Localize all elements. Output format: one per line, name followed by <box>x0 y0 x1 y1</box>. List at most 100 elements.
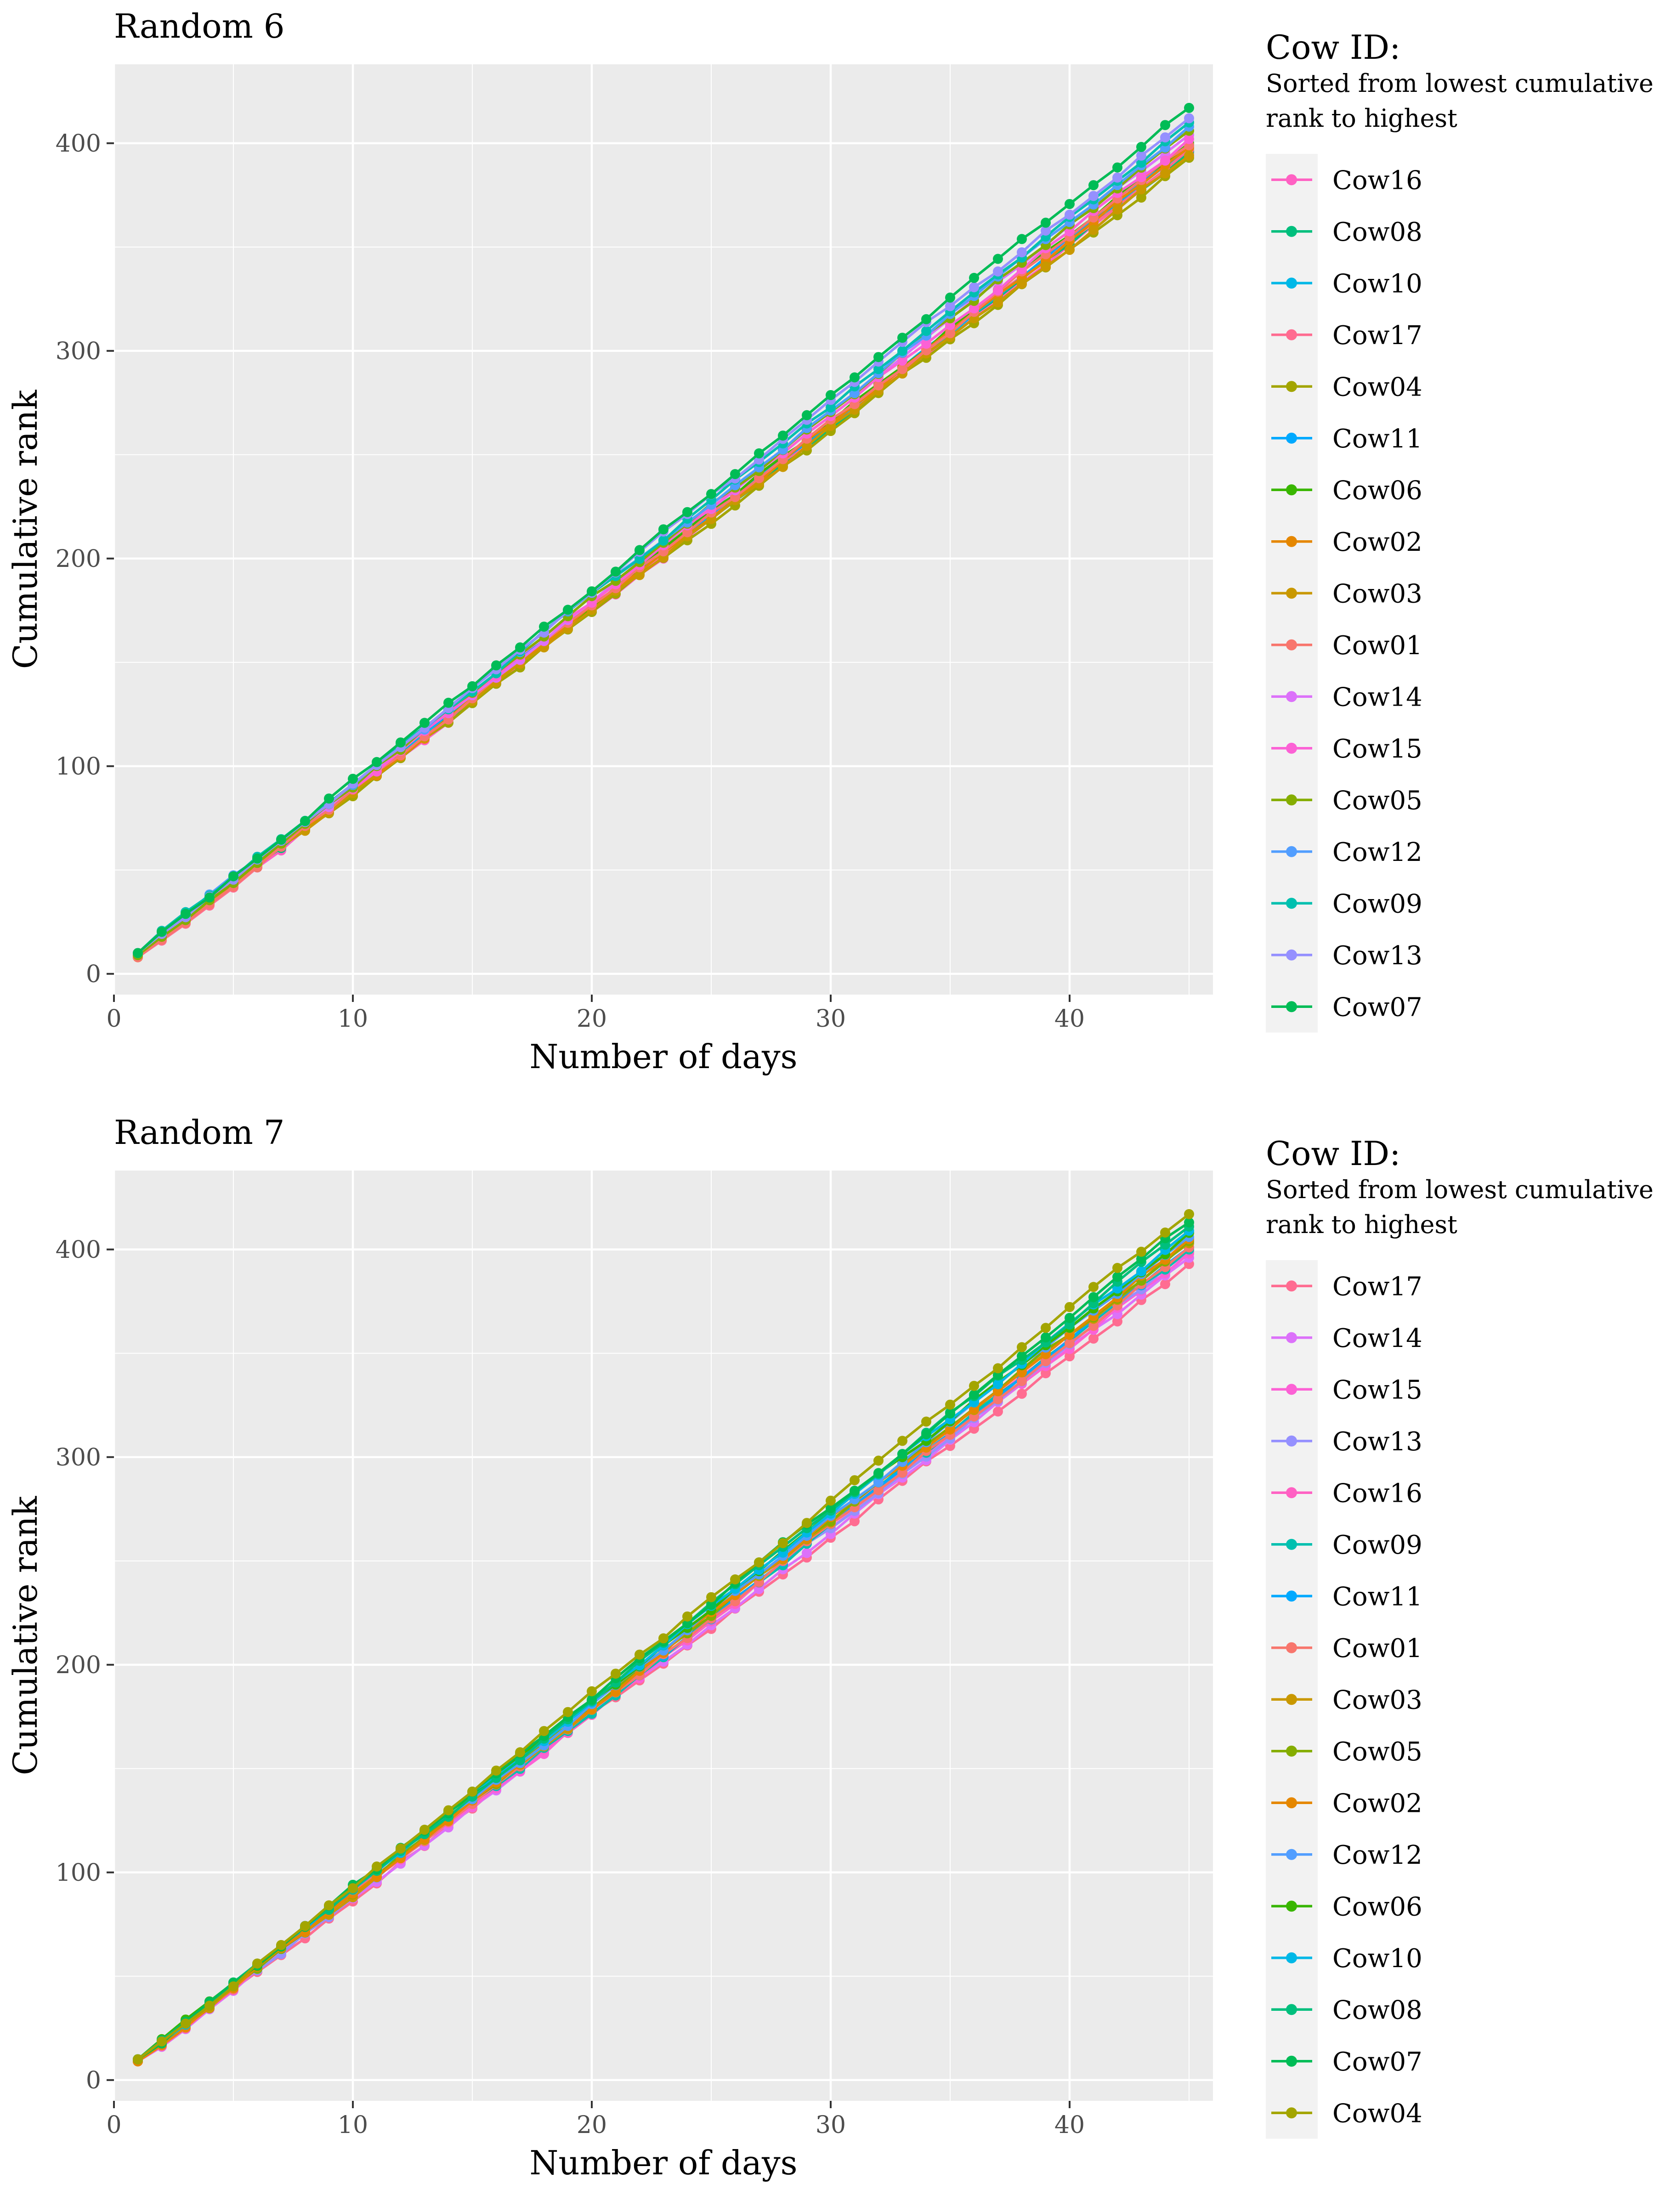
legend-key-point <box>1286 226 1297 237</box>
legend-item: Cow08 <box>1266 206 1422 256</box>
data-point <box>635 570 645 580</box>
legend-item: Cow07 <box>1266 2036 1422 2086</box>
data-point <box>1136 1246 1146 1257</box>
legend-label: Cow09 <box>1332 1530 1422 1560</box>
data-point <box>1112 172 1122 183</box>
data-point <box>945 301 955 311</box>
legend-item: Cow09 <box>1266 1519 1422 1569</box>
legend-item: Cow09 <box>1266 878 1422 928</box>
legend-label: Cow17 <box>1332 1272 1422 1301</box>
data-point <box>730 1574 740 1584</box>
legend-key-point <box>1286 2107 1297 2119</box>
x-tick-label: 0 <box>106 1005 121 1033</box>
legend-item: Cow15 <box>1266 1364 1422 1414</box>
legend-item: Cow16 <box>1266 1468 1422 1518</box>
data-point <box>658 536 669 546</box>
data-point <box>443 697 453 708</box>
data-point <box>1017 1388 1027 1399</box>
data-point <box>1088 1321 1099 1331</box>
data-point <box>945 292 955 303</box>
legend-label: Cow17 <box>1332 321 1422 351</box>
data-point <box>1065 1302 1075 1312</box>
legend-label: Cow01 <box>1332 1634 1422 1663</box>
data-point <box>1112 162 1122 173</box>
data-point <box>897 333 907 343</box>
data-point <box>1017 1376 1027 1386</box>
legend-key-point <box>1286 484 1297 496</box>
data-point <box>969 1389 979 1400</box>
legend-label: Cow10 <box>1332 1944 1422 1974</box>
legend-key-point <box>1286 2004 1297 2015</box>
data-point <box>1041 1323 1051 1333</box>
data-point <box>348 1883 358 1894</box>
legend: Cow ID:Sorted from lowest cumulative rank… <box>1266 1134 1654 2139</box>
data-point <box>1017 278 1027 289</box>
data-point <box>778 430 788 441</box>
legend-item: Cow07 <box>1266 982 1422 1032</box>
data-point <box>587 586 597 597</box>
data-point <box>802 1518 812 1528</box>
legend-key-point <box>1286 329 1297 340</box>
legend-item: Cow10 <box>1266 1933 1422 1983</box>
legend-label: Cow07 <box>1332 992 1422 1022</box>
data-point <box>1065 226 1075 237</box>
data-point <box>850 1516 860 1527</box>
legend-label: Cow13 <box>1332 941 1422 971</box>
data-point <box>754 1557 764 1567</box>
data-point <box>1184 102 1194 113</box>
data-point <box>1160 120 1170 130</box>
data-point <box>587 1694 597 1705</box>
legend-key-point <box>1286 1332 1297 1343</box>
data-point <box>228 1981 238 1991</box>
data-point <box>969 1380 979 1391</box>
data-point <box>419 1824 430 1835</box>
data-point <box>1160 168 1170 179</box>
x-tick-label: 30 <box>816 2111 846 2139</box>
data-point <box>1184 150 1194 161</box>
data-point <box>1088 1282 1099 1292</box>
data-point <box>778 462 788 472</box>
x-axis-title: Number of days <box>529 1037 797 1076</box>
data-point <box>993 285 1003 295</box>
legend-key-point <box>1286 432 1297 444</box>
data-point <box>897 364 907 374</box>
legend-label: Cow14 <box>1332 682 1422 712</box>
data-point <box>1017 1351 1027 1361</box>
data-point <box>276 834 286 845</box>
data-point <box>897 1436 907 1446</box>
legend-key-point <box>1286 691 1297 702</box>
data-point <box>1017 247 1027 258</box>
data-point <box>921 1416 931 1427</box>
data-point <box>850 1475 860 1486</box>
legend-key-point <box>1286 1384 1297 1395</box>
data-point <box>873 1455 884 1466</box>
data-point <box>1112 1263 1122 1273</box>
y-tick-label: 200 <box>56 1652 101 1679</box>
y-axis-title: Cumulative rank <box>6 389 45 669</box>
data-point <box>396 737 406 748</box>
y-axis-title: Cumulative rank <box>6 1495 45 1775</box>
legend-label: Cow09 <box>1332 889 1422 919</box>
data-point <box>1017 234 1027 244</box>
data-point <box>181 909 191 919</box>
legend-label: Cow08 <box>1332 1995 1422 2025</box>
legend-item: Cow14 <box>1266 1312 1422 1363</box>
data-point <box>826 402 836 413</box>
series-Cow04 <box>133 1209 1194 2065</box>
data-point <box>945 1424 955 1435</box>
data-point <box>969 282 979 293</box>
data-point <box>563 605 573 615</box>
data-point <box>1184 1209 1194 1219</box>
legend-subtitle: Sorted from lowest cumulative <box>1266 69 1654 98</box>
x-tick-label: 40 <box>1054 2111 1085 2139</box>
data-point <box>539 622 549 632</box>
legend-item: Cow04 <box>1266 362 1422 412</box>
legend-key-point <box>1286 1001 1297 1013</box>
data-point <box>897 1449 907 1460</box>
data-point <box>419 718 430 728</box>
data-point <box>1065 1351 1075 1362</box>
data-point <box>993 1386 1003 1397</box>
